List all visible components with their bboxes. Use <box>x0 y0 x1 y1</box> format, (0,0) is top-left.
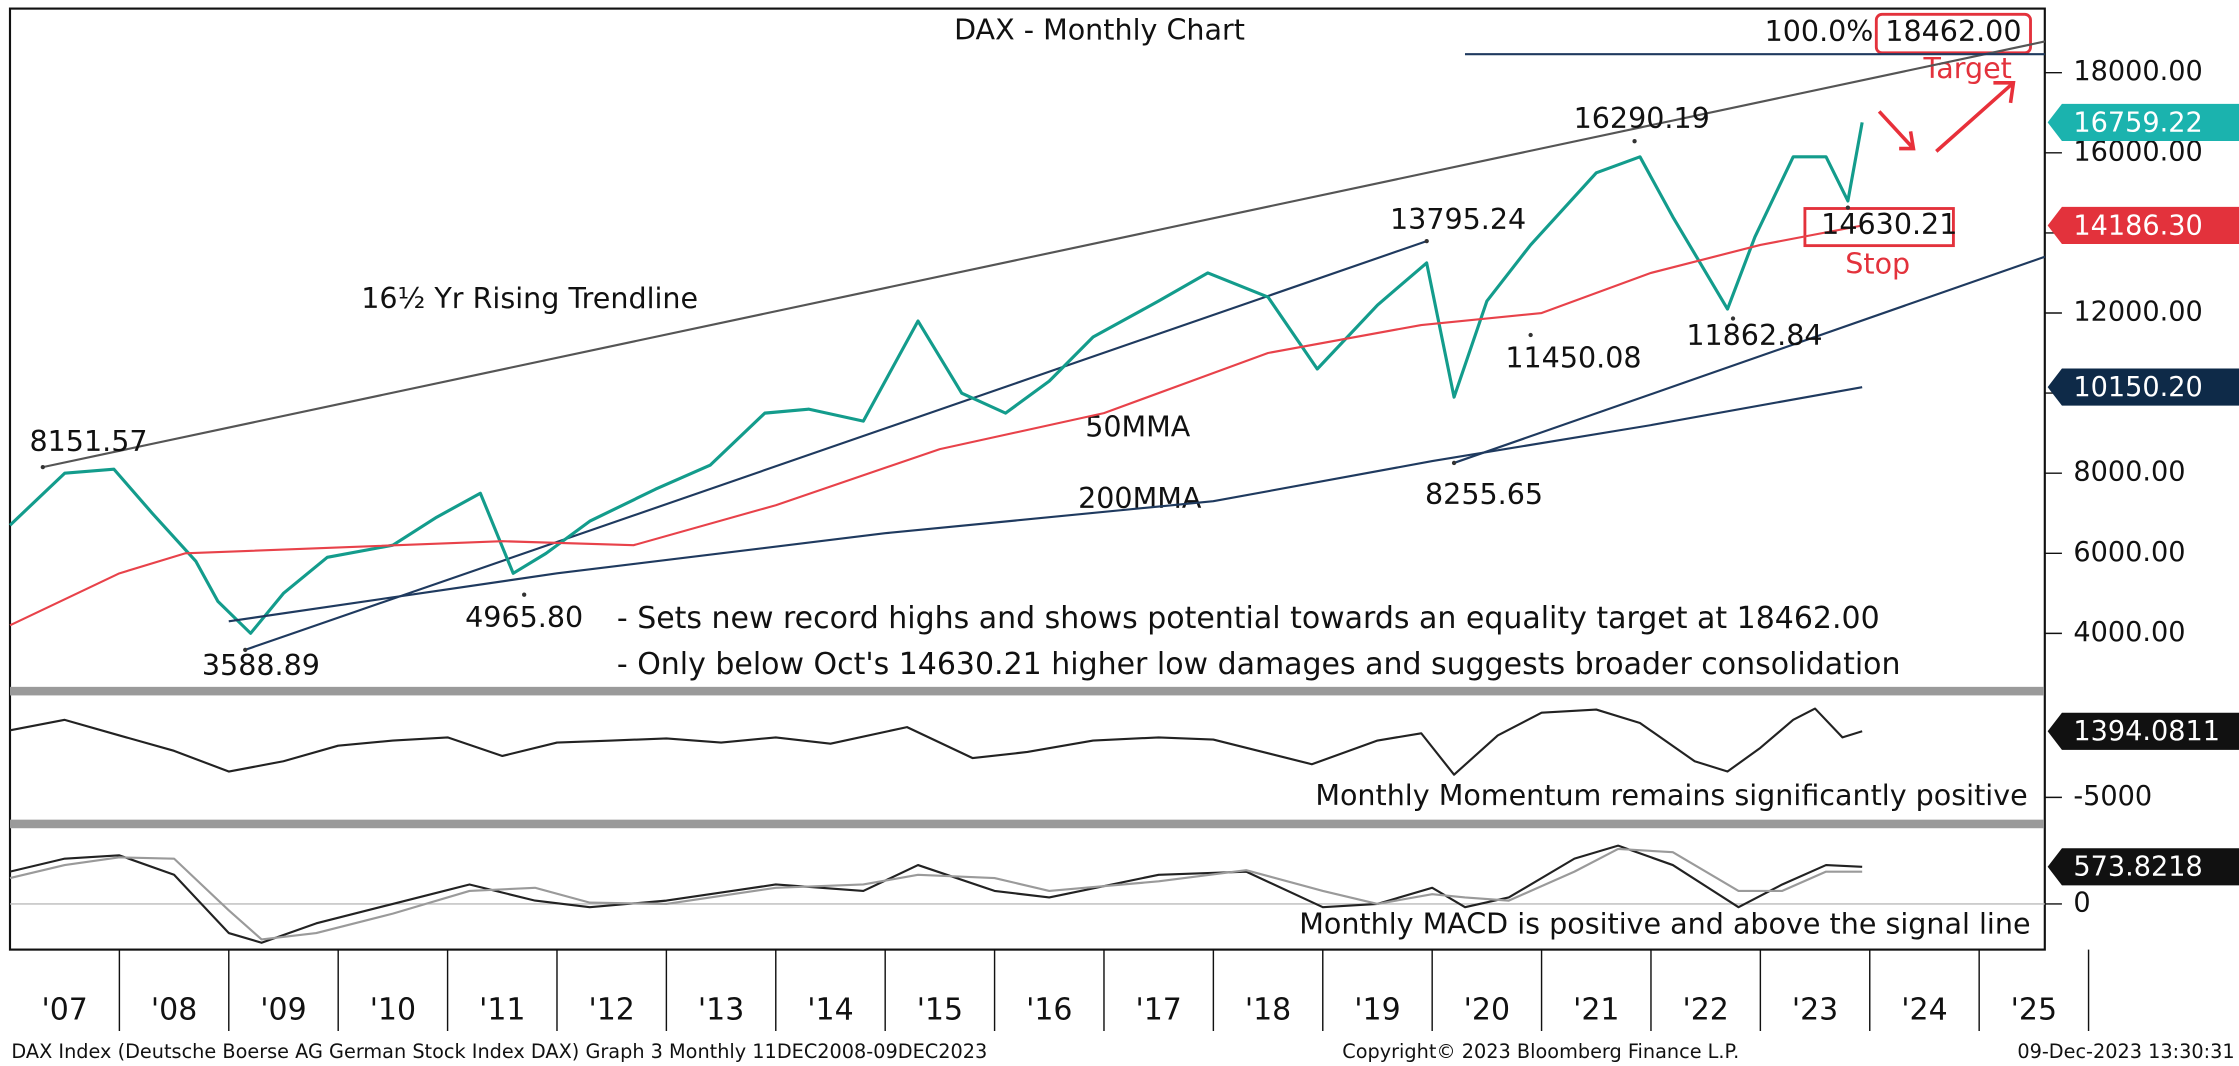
value-tag-label: 16759.22 <box>2073 107 2202 138</box>
series-line <box>228 386 1863 623</box>
point-marker <box>1424 238 1429 244</box>
x-tick-label: '10 <box>370 993 416 1028</box>
point-marker <box>522 592 527 597</box>
ma-label: 200MMA <box>1078 481 1202 515</box>
y-tick-label: 6000.00 <box>2073 537 2185 568</box>
arrow <box>1877 110 1916 151</box>
x-tick-label: '13 <box>698 993 744 1028</box>
y-tick-label: 4000.00 <box>2073 617 2185 648</box>
point-label: 3588.89 <box>202 648 320 682</box>
trendline <box>1453 255 2046 464</box>
point-marker <box>243 647 248 652</box>
target-box <box>1874 12 2032 55</box>
x-tick-label: '21 <box>1573 993 1619 1028</box>
x-tick-label: '23 <box>1792 993 1838 1028</box>
series-line <box>9 224 1863 627</box>
comment: - Sets new record highs and shows potent… <box>617 601 1880 636</box>
value-tag <box>2047 103 2239 141</box>
target-value: 18462.00 <box>1885 14 2021 48</box>
panel-caption: Monthly MACD is positive and above the s… <box>1299 906 2030 940</box>
footer-left: DAX Index (Deutsche Boerse AG German Sto… <box>11 1040 987 1063</box>
y-tick-label: -5000 <box>2073 781 2152 812</box>
x-tick-label: '08 <box>151 993 197 1028</box>
series-line <box>9 847 1863 941</box>
x-tick-label: '22 <box>1682 993 1728 1028</box>
value-tag <box>2047 206 2239 245</box>
point-label: 8151.57 <box>29 424 147 458</box>
panel-caption: Monthly Momentum remains significantly p… <box>1315 778 2027 812</box>
trendline <box>42 40 2046 469</box>
x-tick-label: '11 <box>479 993 525 1028</box>
x-tick-label: '09 <box>260 993 306 1028</box>
x-tick-label: '07 <box>42 993 88 1028</box>
point-label: 13795.24 <box>1390 202 1526 236</box>
x-tick-label: '16 <box>1026 993 1072 1028</box>
stop-note: Stop <box>1845 247 1910 281</box>
series-line <box>9 844 1863 944</box>
point-marker <box>1632 139 1637 144</box>
target-percent: 100.0% <box>1765 14 1874 48</box>
point-label: 16290.19 <box>1574 101 1710 135</box>
value-tag-label: 10150.20 <box>2073 372 2202 403</box>
stop-box <box>1803 207 1955 248</box>
y-tick-label: 18000.00 <box>2073 56 2202 87</box>
target-note: Target <box>1923 51 2012 85</box>
y-tick-label: 0 <box>2073 887 2090 918</box>
point-label: 4965.80 <box>465 600 583 634</box>
x-tick-label: '19 <box>1354 993 1400 1028</box>
point-marker <box>1730 316 1736 321</box>
footer-middle: Copyright© 2023 Bloomberg Finance L.P. <box>1342 1040 1739 1063</box>
point-marker <box>1845 205 1851 210</box>
x-tick-label: '17 <box>1135 993 1181 1028</box>
y-tick-label: 8000.00 <box>2073 457 2185 488</box>
y-tick-label: 12000.00 <box>2073 296 2202 327</box>
x-tick-label: '24 <box>1901 993 1947 1028</box>
point-label: 14630.21 <box>1821 207 1957 241</box>
value-tag <box>2047 712 2239 750</box>
trendline <box>244 240 1428 651</box>
x-tick-label: '12 <box>588 993 634 1028</box>
panel-divider <box>9 686 2045 696</box>
point-marker <box>1451 460 1457 466</box>
point-marker <box>40 464 45 470</box>
x-tick-label: '15 <box>917 993 963 1028</box>
trendline-label: 16½ Yr Rising Trendline <box>361 281 698 315</box>
chart-title: DAX - Monthly Chart <box>954 12 1245 46</box>
x-tick-label: '18 <box>1245 993 1291 1028</box>
series-line <box>9 707 1863 776</box>
value-tag-label: 14186.30 <box>2073 210 2202 241</box>
point-label: 8255.65 <box>1425 477 1543 511</box>
y-tick-label: 16000.00 <box>2073 136 2202 167</box>
series-line <box>8 122 1864 635</box>
comment: - Only below Oct's 14630.21 higher low d… <box>617 647 1901 682</box>
point-label: 11862.84 <box>1686 318 1822 352</box>
point-label: 11450.08 <box>1505 340 1641 374</box>
x-tick-label: '25 <box>2011 993 2057 1028</box>
value-tag <box>2047 848 2239 886</box>
ma-label: 50MMA <box>1085 409 1191 443</box>
panel-divider <box>9 819 2045 829</box>
x-tick-label: '20 <box>1464 993 1510 1028</box>
footer-right: 09-Dec-2023 13:30:31 <box>2017 1040 2234 1063</box>
point-marker <box>1528 332 1533 338</box>
value-tag <box>2047 368 2239 406</box>
value-tag-label: 573.8218 <box>2073 852 2202 883</box>
x-tick-label: '14 <box>807 993 853 1028</box>
value-tag-label: 1394.0811 <box>2073 716 2220 747</box>
arrow <box>1935 81 2016 153</box>
